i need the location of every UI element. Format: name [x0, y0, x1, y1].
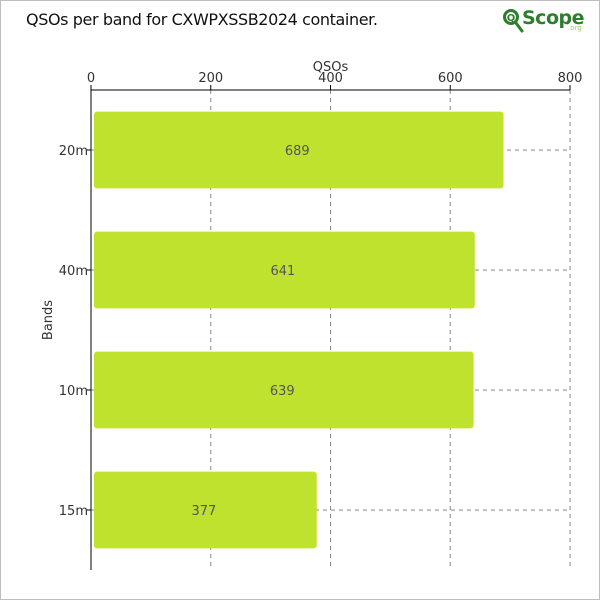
- logo-text: Scope: [522, 7, 585, 29]
- logo-suffix: .org: [568, 24, 582, 32]
- svg-text:Q: Q: [507, 13, 516, 24]
- x-tick-label: 400: [318, 71, 343, 86]
- y-axis-title: Bands: [41, 300, 56, 340]
- bar-40m: [94, 231, 475, 309]
- y-tick-label: 40m: [59, 264, 88, 279]
- y-tick-label: 20m: [59, 144, 88, 159]
- bar-15m: [94, 471, 317, 549]
- bar-value-label: 377: [191, 504, 216, 519]
- x-tick-label: 600: [438, 71, 463, 86]
- chart-title: QSOs per band for CXWPXSSB2024 container…: [26, 10, 378, 29]
- y-tick-label: 10m: [59, 384, 88, 399]
- x-tick-label: 200: [198, 71, 223, 86]
- x-tick-label: 0: [87, 71, 95, 86]
- qscope-logo[interactable]: Q Scope .org: [500, 4, 590, 38]
- bar-value-label: 689: [285, 144, 310, 159]
- x-axis-title: QSOs: [313, 60, 349, 75]
- bar-10m: [94, 351, 474, 429]
- bar-value-label: 639: [270, 384, 295, 399]
- x-tick-label: 800: [558, 71, 583, 86]
- magnifier-icon: Q: [503, 9, 524, 33]
- y-tick-label: 15m: [59, 504, 88, 519]
- bar-value-label: 641: [270, 264, 295, 279]
- bar-20m: [94, 111, 504, 189]
